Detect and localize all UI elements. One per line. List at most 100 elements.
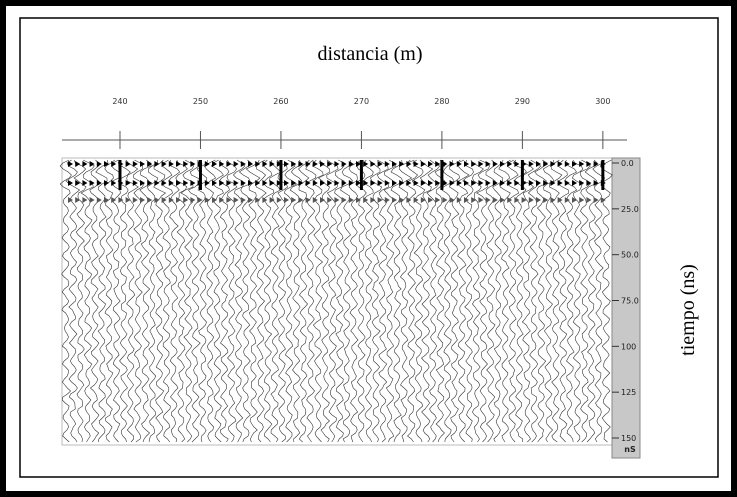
reflection-band <box>514 197 520 203</box>
reflection-band <box>291 180 297 186</box>
trace <box>390 159 404 443</box>
reflection-band <box>543 197 549 203</box>
reflection-band <box>132 197 138 203</box>
reflection-band <box>485 161 491 167</box>
reflection-band <box>327 161 333 167</box>
trace <box>269 159 282 443</box>
trace <box>512 159 527 443</box>
reflection-band <box>528 197 534 203</box>
trace <box>368 159 383 443</box>
reflection-band <box>478 180 484 186</box>
reflection-band <box>456 180 462 186</box>
reflection-band <box>528 161 534 167</box>
reflection-band <box>269 180 275 186</box>
reflection-band <box>147 197 153 203</box>
reflection-band <box>104 161 109 167</box>
reflection-band <box>161 161 167 167</box>
reflection-band <box>111 161 117 167</box>
reflection-band <box>341 161 347 167</box>
trace <box>175 159 188 443</box>
reflection-band <box>413 161 419 167</box>
trace <box>203 159 217 443</box>
reflection-band <box>104 180 109 186</box>
reflection-band <box>600 197 606 203</box>
reflection-band <box>384 180 390 186</box>
reflection-band <box>140 161 145 167</box>
reflection-band <box>341 180 347 186</box>
reflection-band <box>269 161 275 167</box>
trace <box>571 159 584 443</box>
trace <box>426 159 441 443</box>
trace <box>441 159 455 443</box>
reflection-band <box>521 197 527 203</box>
reflection-band <box>420 180 426 186</box>
reflection-band <box>579 180 585 186</box>
reflection-band <box>356 180 361 186</box>
reflection-band <box>377 180 383 186</box>
reflection-band <box>89 197 95 203</box>
reflection-band <box>543 161 549 167</box>
reflection-band <box>593 161 599 167</box>
reflection-band <box>420 161 426 167</box>
reflection-band <box>370 180 376 186</box>
reflection-band <box>399 180 405 186</box>
reflection-band <box>507 197 513 203</box>
reflection-band <box>305 180 311 186</box>
reflection-band <box>557 197 563 203</box>
trace <box>492 159 504 443</box>
reflection-band <box>449 180 455 186</box>
reflection-band <box>262 197 268 203</box>
trace <box>475 159 491 443</box>
trace <box>527 159 542 443</box>
trace <box>89 159 100 443</box>
reflection-band <box>456 197 462 203</box>
x-tick-label: 260 <box>273 97 288 106</box>
reflection-band <box>312 180 318 186</box>
reflection-band <box>478 161 484 167</box>
reflection-band <box>183 197 189 203</box>
reflection-band <box>312 197 318 203</box>
reflection-band <box>406 161 412 167</box>
reflection-band <box>514 180 520 186</box>
x-tick-label: 270 <box>354 97 369 106</box>
reflection-band <box>140 180 145 186</box>
reflection-band <box>413 180 419 186</box>
reflection-band <box>168 197 174 203</box>
reflection-band <box>579 161 585 167</box>
trace <box>133 159 145 443</box>
trace <box>334 159 345 443</box>
reflection-band <box>370 197 376 203</box>
reflection-band <box>226 197 232 203</box>
reflection-band <box>348 197 354 203</box>
reflection-band <box>428 180 433 186</box>
reflection-band <box>212 161 217 167</box>
reflection-band <box>586 161 592 167</box>
reflection-band <box>536 161 541 167</box>
reflection-band <box>75 161 81 167</box>
trace <box>506 159 520 443</box>
reflection-band <box>557 180 563 186</box>
reflection-band <box>406 180 412 186</box>
reflection-band <box>442 180 448 186</box>
reflection-band <box>593 180 599 186</box>
reflection-band <box>204 180 210 186</box>
reflection-band <box>147 180 153 186</box>
reflection-band <box>284 197 289 203</box>
reflection-band <box>500 180 505 186</box>
reflection-band <box>262 161 268 167</box>
reflection-band <box>284 161 289 167</box>
x-tick-label: 250 <box>193 97 208 106</box>
x-tick-label: 280 <box>434 97 449 106</box>
trace <box>449 159 461 443</box>
reflection-band <box>435 180 441 186</box>
reflection-band <box>68 161 73 167</box>
trace <box>168 159 181 443</box>
reflection-band <box>435 161 441 167</box>
reflection-band <box>176 161 181 167</box>
reflection-band <box>586 180 592 186</box>
reflection-band <box>557 161 563 167</box>
trace <box>117 159 131 443</box>
reflection-band <box>118 197 124 203</box>
reflection-band <box>464 180 469 186</box>
trace <box>139 159 152 443</box>
